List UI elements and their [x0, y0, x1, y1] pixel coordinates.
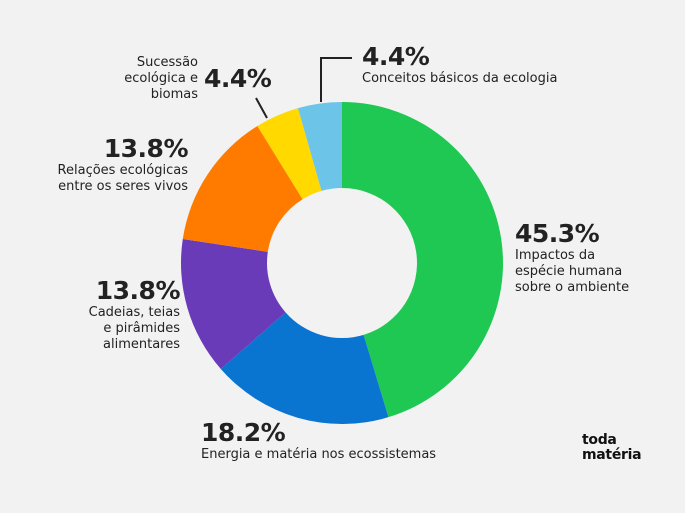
- data-label: 4.4%: [204, 64, 272, 93]
- slice-label: ecológica e: [124, 71, 198, 86]
- label-impactos: 45.3% Impactos da espécie humana sobre o…: [515, 219, 629, 296]
- label-energia: 18.2% Energia e matéria nos ecossistemas: [201, 418, 436, 463]
- slice-label: Energia e matéria nos ecossistemas: [201, 447, 437, 462]
- data-label: 4.4%: [362, 42, 430, 71]
- slice-label: biomas: [150, 87, 198, 102]
- data-label: 18.2%: [201, 418, 286, 447]
- donut-slice-1: [220, 312, 389, 424]
- donut-slice-4: [257, 108, 322, 200]
- donut-slice-0: [342, 102, 504, 418]
- slice-label: e pirâmides: [103, 321, 180, 336]
- donut-slice-2: [181, 239, 286, 369]
- label-sucessao-text: Sucessão ecológica e biomas: [100, 55, 198, 103]
- logo-line: toda: [582, 432, 617, 448]
- slice-label: Relações ecológicas: [57, 163, 188, 178]
- data-label: 45.3%: [515, 219, 600, 248]
- data-label: 13.8%: [95, 276, 181, 305]
- label-cadeias: 13.8% Cadeias, teias e pirâmides aliment…: [40, 276, 181, 353]
- slice-label: Cadeias, teias: [88, 305, 180, 320]
- slice-label: alimentares: [103, 337, 180, 352]
- leader-line-sucessao: [255, 97, 268, 119]
- donut-slice-3: [182, 126, 303, 252]
- toda-materia-logo: toda matéria: [582, 432, 642, 463]
- logo-line: matéria: [582, 447, 642, 463]
- slice-label: Conceitos básicos da ecologia: [362, 71, 558, 86]
- slice-label: entre os seres vivos: [58, 179, 188, 194]
- slice-label: Impactos da: [515, 248, 596, 263]
- slice-label: Sucessão: [136, 55, 198, 70]
- slice-label: espécie humana: [515, 264, 623, 279]
- donut-slice-5: [298, 102, 342, 191]
- label-conceitos: 4.4% Conceitos básicos da ecologia: [362, 42, 557, 87]
- leader-line-conceitos: [320, 57, 352, 102]
- label-relacoes: 13.8% Relações ecológicas entre os seres…: [20, 134, 189, 195]
- data-label: 13.8%: [103, 134, 189, 163]
- slice-label: sobre o ambiente: [515, 280, 630, 295]
